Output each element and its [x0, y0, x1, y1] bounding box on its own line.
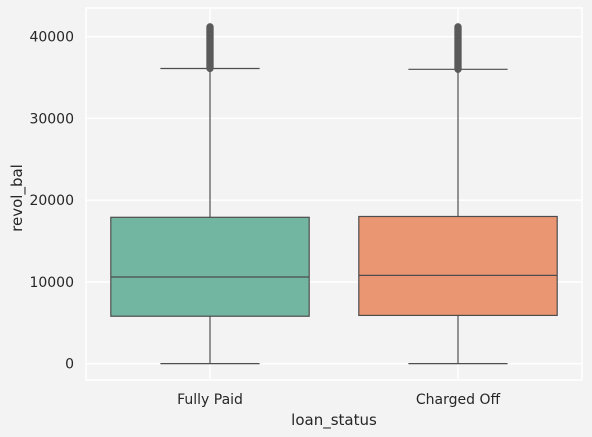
outliers [206, 23, 214, 73]
iqr-box [358, 215, 558, 317]
outlier-point [206, 23, 214, 31]
x-axis-label: loan_status [291, 411, 377, 430]
y-tick-label: 0 [65, 357, 74, 373]
plot-frame [85, 7, 583, 381]
x-tick-label: Fully Paid [177, 392, 243, 408]
outlier-point [454, 23, 462, 31]
y-tick-label: 40000 [29, 30, 74, 46]
plot-background [86, 8, 582, 380]
y-tick-label: 30000 [29, 111, 74, 127]
x-tick-label: Charged Off [416, 392, 501, 408]
plot-area [85, 7, 583, 381]
y-axis: 0 10000 20000 30000 40000 [29, 30, 74, 373]
box-charged-off [358, 23, 558, 365]
y-axis-label: revol_bal [8, 164, 27, 232]
y-tick-label: 10000 [29, 275, 74, 291]
iqr-box [110, 216, 310, 317]
outliers [454, 23, 462, 73]
y-tick-label: 20000 [29, 193, 74, 209]
box-fully-paid [110, 23, 310, 365]
x-axis: Fully Paid Charged Off [177, 392, 500, 408]
